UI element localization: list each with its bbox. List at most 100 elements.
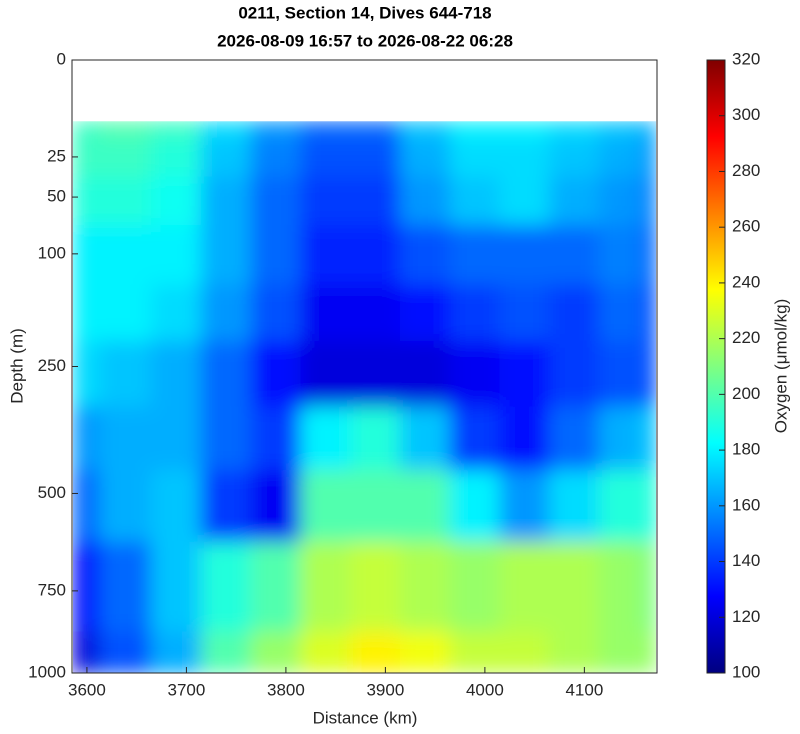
colorbar-tick-label: 220 xyxy=(732,328,760,347)
cell xyxy=(639,176,657,226)
colorbar-tick-label: 260 xyxy=(732,217,760,236)
y-axis-label: Depth (m) xyxy=(7,328,26,404)
cell xyxy=(598,406,641,472)
cell xyxy=(598,541,641,633)
cell xyxy=(300,284,352,342)
cell xyxy=(449,541,501,633)
x-tick-label: 4100 xyxy=(565,680,603,699)
y-tick-label: 250 xyxy=(38,356,66,375)
cell xyxy=(99,541,153,633)
cell xyxy=(399,284,451,342)
cell xyxy=(151,631,202,674)
cell xyxy=(499,470,551,543)
cell xyxy=(350,224,401,286)
cells xyxy=(72,121,657,674)
cell xyxy=(399,541,451,633)
y-tick-label: 0 xyxy=(57,49,66,68)
cell xyxy=(399,406,451,472)
cell xyxy=(399,138,451,178)
cell xyxy=(250,284,302,342)
x-tick-label: 3600 xyxy=(68,680,106,699)
colorbar-tick-label: 180 xyxy=(732,440,760,459)
cell xyxy=(72,284,101,342)
cell xyxy=(99,406,153,472)
cell xyxy=(549,121,600,140)
cell xyxy=(639,284,657,342)
cell xyxy=(151,340,202,408)
cell xyxy=(250,224,302,286)
cell xyxy=(200,470,252,543)
cell xyxy=(200,631,252,674)
cell xyxy=(151,224,202,286)
cell xyxy=(499,631,551,674)
cell xyxy=(598,470,641,543)
cell xyxy=(499,340,551,408)
cell xyxy=(639,138,657,178)
colorbar-tick-label: 300 xyxy=(732,105,760,124)
cell xyxy=(250,138,302,178)
colorbar-tick-label: 100 xyxy=(732,662,760,681)
cell xyxy=(72,631,101,674)
cell xyxy=(549,406,600,472)
cell xyxy=(72,406,101,472)
cell xyxy=(72,340,101,408)
cell xyxy=(300,176,352,226)
cell xyxy=(99,176,153,226)
cell xyxy=(598,138,641,178)
cell xyxy=(99,138,153,178)
cell xyxy=(72,176,101,226)
cell xyxy=(200,406,252,472)
cell xyxy=(350,470,401,543)
cell xyxy=(639,340,657,408)
x-tick-label: 3900 xyxy=(366,680,404,699)
y-tick-label: 500 xyxy=(38,483,66,502)
cell xyxy=(549,340,600,408)
colorbar-tick-label: 120 xyxy=(732,607,760,626)
cell xyxy=(350,284,401,342)
cell xyxy=(598,284,641,342)
cell xyxy=(250,340,302,408)
cell xyxy=(200,176,252,226)
chart-subtitle: 2026-08-09 16:57 to 2026-08-22 06:28 xyxy=(217,31,513,50)
cell xyxy=(200,541,252,633)
cell xyxy=(639,224,657,286)
cell xyxy=(350,138,401,178)
cell xyxy=(151,406,202,472)
cell xyxy=(300,340,352,408)
colorbar-tick-label: 160 xyxy=(732,495,760,514)
cell xyxy=(549,631,600,674)
x-axis-label: Distance (km) xyxy=(313,708,418,727)
cell xyxy=(350,541,401,633)
field xyxy=(72,121,657,674)
y-tick-label: 100 xyxy=(38,243,66,262)
cell xyxy=(99,284,153,342)
cell xyxy=(449,138,501,178)
cell xyxy=(449,176,501,226)
cell xyxy=(549,176,600,226)
cell xyxy=(499,121,551,140)
cell xyxy=(300,541,352,633)
cell xyxy=(549,284,600,342)
cell xyxy=(449,121,501,140)
cell xyxy=(499,224,551,286)
cell xyxy=(499,406,551,472)
cell xyxy=(300,631,352,674)
cell xyxy=(449,631,501,674)
cell xyxy=(449,284,501,342)
y-tick-label: 1000 xyxy=(28,662,66,681)
cell xyxy=(399,470,451,543)
cell xyxy=(598,631,641,674)
colorbar-label: Oxygen (μmol/kg) xyxy=(771,299,790,434)
cell xyxy=(399,121,451,140)
colorbar-tick-label: 240 xyxy=(732,272,760,291)
x-tick-label: 3700 xyxy=(167,680,205,699)
cell xyxy=(399,340,451,408)
cell xyxy=(350,406,401,472)
colorbar-tick-label: 140 xyxy=(732,551,760,570)
y-tick-label: 25 xyxy=(47,146,66,165)
cell xyxy=(639,121,657,140)
cell xyxy=(499,541,551,633)
cell xyxy=(549,470,600,543)
cell xyxy=(300,121,352,140)
cell xyxy=(549,541,600,633)
